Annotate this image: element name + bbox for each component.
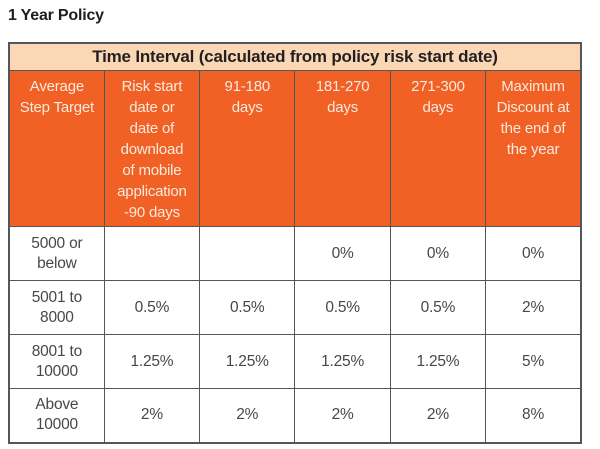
discount-cell — [199, 226, 296, 281]
table-banner-row: Time Interval (calculated from policy ri… — [8, 42, 582, 71]
policy-discount-table: Time Interval (calculated from policy ri… — [8, 42, 582, 444]
discount-cell: 0% — [485, 226, 582, 281]
row-label: 5001 to 8000 — [8, 280, 105, 335]
table-row: Above 10000 2% 2% 2% 2% 8% — [8, 388, 582, 443]
discount-cell: 1.25% — [199, 334, 296, 389]
discount-cell: 0.5% — [389, 280, 487, 335]
table-row: 5000 or below 0% 0% 0% — [8, 226, 582, 281]
discount-cell: 0% — [294, 226, 391, 281]
column-header: 271-300 days — [389, 70, 487, 227]
row-label: 5000 or below — [8, 226, 105, 281]
column-header: 91-180 days — [199, 70, 296, 227]
discount-cell: 1.25% — [389, 334, 487, 389]
table-row: 5001 to 8000 0.5% 0.5% 0.5% 0.5% 2% — [8, 280, 582, 335]
table-row: 8001 to 10000 1.25% 1.25% 1.25% 1.25% 5% — [8, 334, 582, 389]
discount-cell: 2% — [294, 388, 391, 443]
discount-cell: 1.25% — [103, 334, 201, 389]
discount-cell: 2% — [389, 388, 487, 443]
discount-cell: 0% — [389, 226, 487, 281]
discount-cell: 0.5% — [103, 280, 201, 335]
discount-cell — [103, 226, 201, 281]
column-header: Risk start date or date of download of m… — [103, 70, 201, 227]
discount-cell: 0.5% — [294, 280, 391, 335]
column-header-row: Average Step Target Risk start date or da… — [8, 70, 582, 227]
row-label: Above 10000 — [8, 388, 105, 443]
discount-cell: 2% — [199, 388, 296, 443]
discount-cell: 2% — [485, 280, 582, 335]
table-banner: Time Interval (calculated from policy ri… — [8, 42, 582, 71]
column-header: Maximum Discount at the end of the year — [485, 70, 582, 227]
page-title: 1 Year Policy — [8, 7, 104, 24]
row-label: 8001 to 10000 — [8, 334, 105, 389]
discount-cell: 8% — [485, 388, 582, 443]
discount-cell: 1.25% — [294, 334, 391, 389]
column-header: 181-270 days — [294, 70, 391, 227]
discount-cell: 0.5% — [199, 280, 296, 335]
discount-cell: 5% — [485, 334, 582, 389]
column-header: Average Step Target — [8, 70, 105, 227]
discount-cell: 2% — [103, 388, 201, 443]
